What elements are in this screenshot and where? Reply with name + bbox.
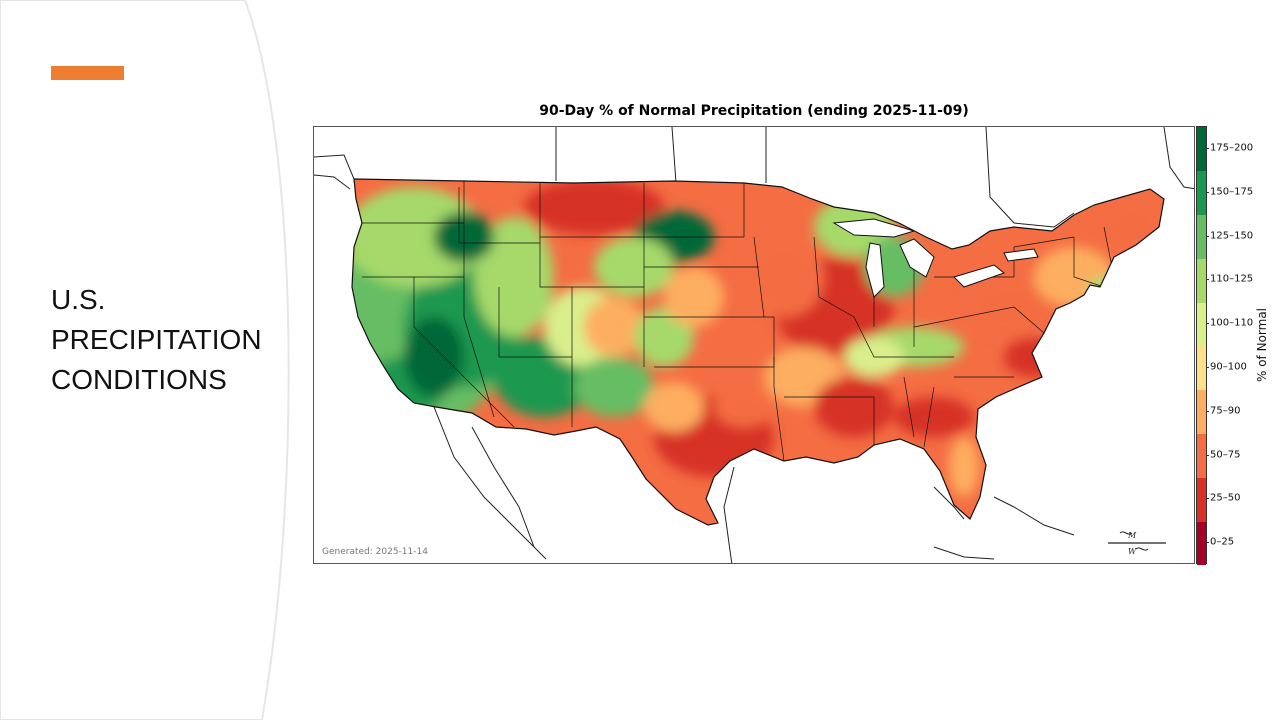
colorbar-tick [1206, 147, 1209, 149]
state-boundaries [354, 181, 1115, 462]
colorbar-tick-label: 100–110 [1210, 317, 1254, 329]
colorbar-tick-label: 175–200 [1210, 142, 1254, 154]
colorbar-segment [1197, 302, 1206, 347]
colorbar-axis-label: % of Normal [1255, 307, 1269, 383]
accent-bar [51, 66, 124, 80]
colorbar-segment [1197, 170, 1206, 216]
colorbar-segment [1197, 477, 1206, 522]
colorbar-tick-label: 25–50 [1210, 492, 1241, 504]
colorbar [1196, 126, 1207, 566]
map-title: 90-Day % of Normal Precipitation (ending… [539, 103, 969, 119]
colorbar-tick-label: 50–75 [1210, 449, 1241, 460]
colorbar-tick [1206, 454, 1209, 456]
great-lakes [832, 218, 1039, 298]
colorbar-tick [1206, 235, 1209, 237]
colorbar-tick-label: 90–100 [1210, 361, 1247, 373]
colorbar-tick-label: 150–175 [1210, 186, 1254, 198]
colorbar-segment [1197, 433, 1206, 478]
colorbar-tick-label: 125–150 [1210, 230, 1254, 241]
colorbar-segment [1197, 214, 1206, 259]
colorbar-segment [1197, 258, 1206, 303]
precipitation-map: Generated: 2025-11-14 M W [313, 126, 1195, 564]
map-canvas [314, 127, 1194, 563]
colorbar-segment [1197, 127, 1206, 172]
colorbar-segment [1197, 389, 1206, 435]
precipitation-field [352, 179, 1164, 525]
colorbar-tick [1206, 191, 1209, 193]
colorbar-tick [1206, 323, 1209, 325]
slide-title: U.S. PRECIPITATION CONDITIONS [51, 284, 262, 395]
colorbar-tick-label: 0–25 [1210, 536, 1235, 548]
colorbar-tick [1206, 498, 1209, 500]
generated-date: Generated: 2025-11-14 [322, 547, 428, 557]
colorbar-segment [1197, 346, 1206, 391]
colorbar-segment [1197, 521, 1206, 566]
colorbar-tick [1206, 279, 1209, 281]
colorbar-tick [1206, 366, 1209, 368]
weather-logo: M W [1106, 527, 1168, 557]
colorbar-tick-label: 75–90 [1210, 405, 1241, 417]
colorbar-tick-label: 110–125 [1210, 273, 1254, 285]
colorbar-tick [1206, 542, 1209, 544]
svg-text:W: W [1128, 547, 1137, 556]
svg-text:M: M [1127, 531, 1137, 540]
colorbar-tick [1206, 410, 1209, 412]
